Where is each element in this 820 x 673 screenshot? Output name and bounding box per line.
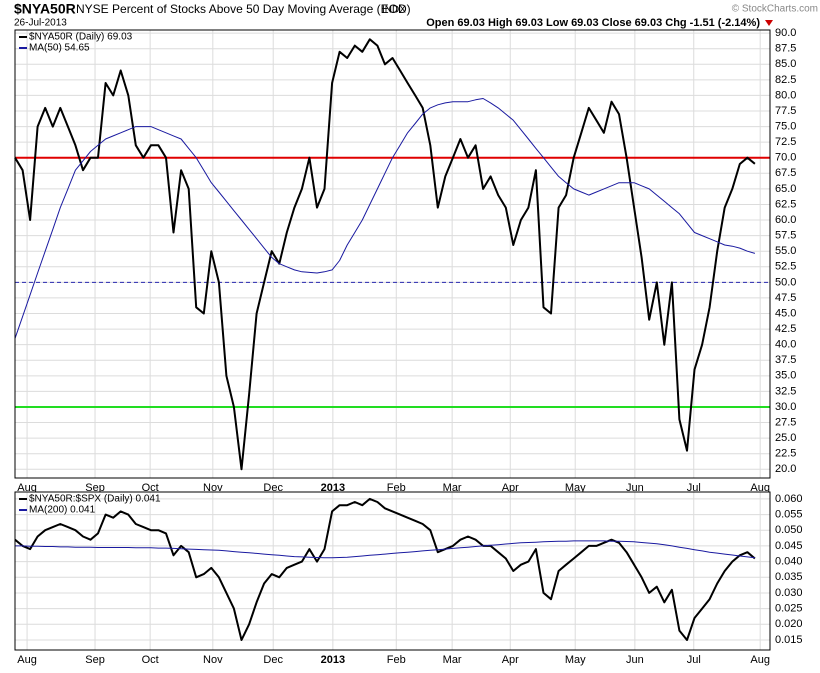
- y-tick-label: 60.0: [775, 214, 796, 226]
- y-tick-label: 0.020: [775, 618, 803, 630]
- y-tick-label: 32.5: [775, 385, 796, 397]
- x-tick-label: Apr: [502, 482, 519, 494]
- x-tick-label: Feb: [387, 654, 406, 666]
- x-tick-label: Apr: [502, 654, 519, 666]
- down-arrow: [765, 20, 773, 26]
- x-tick-label: Jun: [626, 482, 644, 494]
- y-tick-label: 22.5: [775, 448, 796, 460]
- y-tick-label: 55.0: [775, 245, 796, 257]
- x-tick-label: 2013: [321, 654, 345, 666]
- y-tick-label: 57.5: [775, 230, 796, 242]
- y-tick-label: 67.5: [775, 167, 796, 179]
- legend-label: $NYA50R (Daily) 69.03: [29, 32, 133, 43]
- y-tick-label: 70.0: [775, 152, 796, 164]
- y-tick-label: 82.5: [775, 74, 796, 86]
- plot-frame: [14, 491, 771, 651]
- symbol: $NYA50R: [14, 1, 76, 17]
- y-tick-label: 27.5: [775, 416, 796, 428]
- y-tick-label: 87.5: [775, 43, 796, 55]
- y-tick-label: 50.0: [775, 276, 796, 288]
- legend-label: MA(50) 54.65: [29, 43, 90, 54]
- y-tick-label: 37.5: [775, 354, 796, 366]
- x-tick-label: Feb: [387, 482, 406, 494]
- y-tick-label: 77.5: [775, 105, 796, 117]
- plot-frame: [14, 29, 771, 479]
- x-tick-label: Aug: [17, 482, 37, 494]
- y-tick-label: 80.0: [775, 89, 796, 101]
- x-tick-label: Aug: [17, 654, 37, 666]
- x-tick-label: 2013: [321, 482, 345, 494]
- x-tick-label: Aug: [750, 654, 770, 666]
- y-tick-label: 0.050: [775, 524, 803, 536]
- exchange: INDX: [382, 5, 406, 16]
- y-tick-label: 0.025: [775, 603, 803, 615]
- x-tick-label: Jul: [687, 482, 701, 494]
- y-tick-label: 42.5: [775, 323, 796, 335]
- y-tick-label: 0.045: [775, 540, 803, 552]
- y-tick-label: 65.0: [775, 183, 796, 195]
- y-tick-label: 35.0: [775, 370, 796, 382]
- y-tick-label: 0.060: [775, 493, 803, 505]
- y-tick-label: 30.0: [775, 401, 796, 413]
- x-tick-label: Sep: [85, 482, 105, 494]
- legend-label: $NYA50R:$SPX (Daily) 0.041: [29, 494, 161, 505]
- x-tick-label: Mar: [443, 482, 462, 494]
- y-tick-label: 40.0: [775, 339, 796, 351]
- plot-area: [15, 492, 770, 650]
- x-tick-label: Sep: [85, 654, 105, 666]
- x-tick-label: Dec: [263, 654, 283, 666]
- series-line: [14, 38, 756, 471]
- y-tick-label: 72.5: [775, 136, 796, 148]
- series-line: [14, 98, 756, 339]
- x-tick-label: Nov: [203, 654, 223, 666]
- y-tick-label: 75.0: [775, 120, 796, 132]
- series-line: [14, 497, 756, 641]
- y-tick-label: 0.035: [775, 571, 803, 583]
- quote: Open 69.03 High 69.03 Low 69.03 Close 69…: [426, 17, 760, 29]
- x-tick-label: Aug: [750, 482, 770, 494]
- y-tick-label: 62.5: [775, 198, 796, 210]
- y-tick-label: 0.015: [775, 634, 803, 646]
- x-tick-label: Dec: [263, 482, 283, 494]
- y-tick-label: 90.0: [775, 27, 796, 39]
- x-tick-label: Jul: [687, 654, 701, 666]
- x-tick-label: Oct: [142, 482, 159, 494]
- copyright: © StockCharts.com: [732, 4, 818, 15]
- y-tick-label: 0.030: [775, 587, 803, 599]
- y-tick-label: 25.0: [775, 432, 796, 444]
- y-tick-label: 45.0: [775, 307, 796, 319]
- x-tick-label: Oct: [142, 654, 159, 666]
- x-tick-label: May: [565, 482, 586, 494]
- y-tick-label: 0.055: [775, 508, 803, 520]
- y-tick-label: 52.5: [775, 261, 796, 273]
- x-tick-label: May: [565, 654, 586, 666]
- legend-label: MA(200) 0.041: [29, 505, 96, 516]
- y-tick-label: 85.0: [775, 58, 796, 70]
- x-tick-label: Jun: [626, 654, 644, 666]
- plot-area: [15, 30, 770, 478]
- series-line: [15, 540, 755, 559]
- y-tick-label: 47.5: [775, 292, 796, 304]
- x-tick-label: Nov: [203, 482, 223, 494]
- date: 26-Jul-2013: [14, 18, 67, 29]
- chart-title: NYSE Percent of Stocks Above 50 Day Movi…: [76, 2, 411, 16]
- y-tick-label: 0.040: [775, 556, 803, 568]
- x-tick-label: Mar: [443, 654, 462, 666]
- y-tick-label: 20.0: [775, 463, 796, 475]
